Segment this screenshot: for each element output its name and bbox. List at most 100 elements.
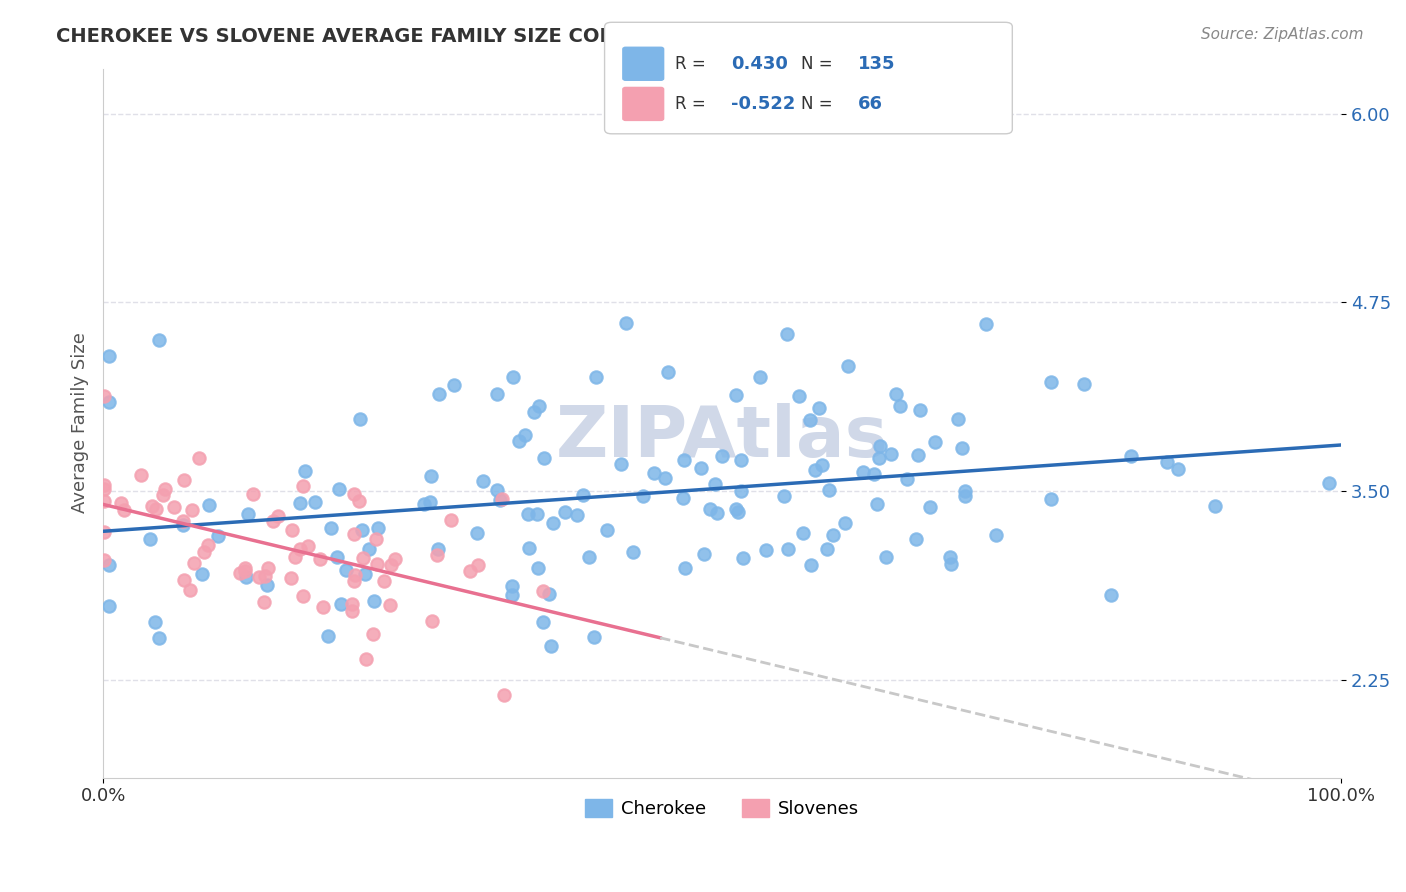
Point — [815, 542, 838, 557]
Point — [529, 400, 551, 414]
Point — [918, 500, 941, 515]
Point — [139, 532, 162, 546]
Point — [884, 386, 907, 401]
Point — [413, 497, 436, 511]
Point — [508, 434, 530, 448]
Point — [367, 521, 389, 535]
Point — [621, 544, 644, 558]
Point — [1156, 454, 1178, 468]
Point — [297, 539, 319, 553]
Point — [380, 558, 402, 573]
Point — [889, 399, 911, 413]
Point — [938, 550, 960, 565]
Point — [513, 427, 536, 442]
Point — [316, 629, 339, 643]
Point — [290, 541, 312, 556]
Point — [467, 558, 489, 573]
Point — [582, 630, 605, 644]
Point — [419, 468, 441, 483]
Point — [880, 447, 903, 461]
Point — [866, 497, 889, 511]
Point — [834, 516, 856, 530]
Point — [344, 568, 367, 582]
Point — [343, 487, 366, 501]
Point — [304, 495, 326, 509]
Point — [319, 521, 342, 535]
Point — [907, 448, 929, 462]
Point — [325, 550, 347, 565]
Point — [531, 615, 554, 629]
Point — [183, 556, 205, 570]
Point — [197, 538, 219, 552]
Point — [526, 507, 548, 521]
Point — [837, 359, 859, 373]
Legend: Cherokee, Slovenes: Cherokee, Slovenes — [578, 791, 866, 825]
Point — [363, 594, 385, 608]
Point — [145, 502, 167, 516]
Point — [172, 518, 194, 533]
Point — [335, 563, 357, 577]
Point — [609, 457, 631, 471]
Point — [328, 482, 350, 496]
Point — [727, 505, 749, 519]
Point — [693, 547, 716, 561]
Point — [155, 482, 177, 496]
Point — [516, 507, 538, 521]
Point — [440, 512, 463, 526]
Point — [704, 476, 727, 491]
Point — [366, 533, 388, 547]
Point — [361, 627, 384, 641]
Point — [869, 439, 891, 453]
Point — [294, 464, 316, 478]
Point — [567, 508, 589, 523]
Point — [486, 483, 509, 497]
Point — [366, 557, 388, 571]
Point — [173, 573, 195, 587]
Point — [352, 523, 374, 537]
Point — [811, 458, 834, 472]
Point — [517, 541, 540, 555]
Point — [112, 502, 135, 516]
Point — [486, 386, 509, 401]
Point — [233, 561, 256, 575]
Point — [792, 526, 814, 541]
Point — [489, 492, 512, 507]
Text: 135: 135 — [858, 55, 896, 73]
Point — [654, 471, 676, 485]
Point — [427, 387, 450, 401]
Point — [501, 588, 523, 602]
Point — [800, 558, 823, 572]
Point — [706, 506, 728, 520]
Point — [533, 450, 555, 465]
Point — [749, 370, 772, 384]
Point — [190, 567, 212, 582]
Point — [974, 318, 997, 332]
Text: R =: R = — [675, 95, 706, 113]
Point — [349, 412, 371, 426]
Point — [148, 333, 170, 347]
Point — [288, 496, 311, 510]
Point — [262, 514, 284, 528]
Text: CHEROKEE VS SLOVENE AVERAGE FAMILY SIZE CORRELATION CHART: CHEROKEE VS SLOVENE AVERAGE FAMILY SIZE … — [56, 27, 803, 45]
Point — [523, 404, 546, 418]
Point — [595, 523, 617, 537]
Point — [946, 412, 969, 426]
Point — [357, 542, 380, 557]
Point — [93, 494, 115, 508]
Point — [1204, 499, 1226, 513]
Point — [353, 566, 375, 581]
Point — [267, 509, 290, 524]
Point — [93, 477, 115, 491]
Point — [852, 465, 875, 479]
Point — [862, 467, 884, 481]
Point — [953, 489, 976, 503]
Point — [188, 451, 211, 466]
Point — [540, 640, 562, 654]
Point — [207, 528, 229, 542]
Point — [235, 570, 257, 584]
Text: Source: ZipAtlas.com: Source: ZipAtlas.com — [1201, 27, 1364, 42]
Point — [340, 598, 363, 612]
Point — [98, 349, 121, 363]
Point — [491, 492, 513, 507]
Point — [724, 388, 747, 402]
